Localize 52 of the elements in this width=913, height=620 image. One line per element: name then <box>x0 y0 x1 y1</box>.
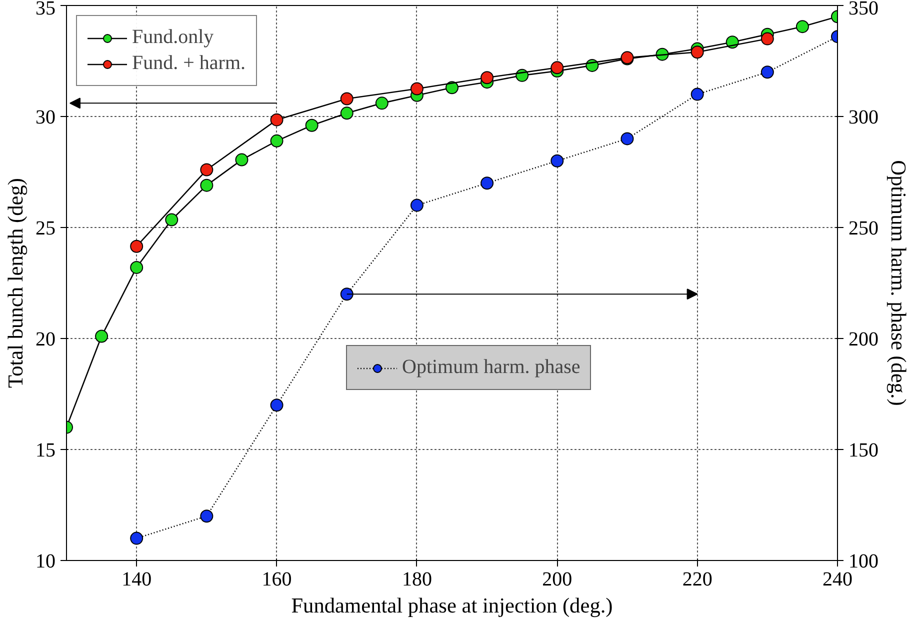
point <box>130 240 144 253</box>
point <box>270 113 284 126</box>
x-tick-label: 140 <box>122 568 152 590</box>
y-axis-title: Total bunch length (deg) <box>4 178 28 388</box>
point <box>165 213 178 226</box>
point <box>270 398 284 412</box>
point <box>235 153 248 166</box>
point <box>796 20 809 34</box>
y2-tick-label: 200 <box>848 328 878 350</box>
x-tick-label: 200 <box>542 568 572 590</box>
y-tick-label: 20 <box>36 328 56 350</box>
y2-tick-label: 250 <box>848 218 878 240</box>
point <box>480 71 494 84</box>
y-tick-label: 15 <box>36 440 56 462</box>
point <box>130 532 144 545</box>
y-tick-label: 35 <box>36 0 56 20</box>
x-tick-label: 220 <box>682 568 712 590</box>
point <box>760 66 774 79</box>
point <box>340 92 354 106</box>
legend-label: Fund. + harm. <box>132 52 246 75</box>
y-tick-label: 25 <box>36 218 56 240</box>
x-axis-title: Fundamental phase at injection (deg.) <box>291 594 613 618</box>
point <box>375 96 388 110</box>
y2-axis-title: Optimum harm. phase (deg.) <box>886 160 910 406</box>
point <box>760 32 774 46</box>
point <box>200 510 214 523</box>
point <box>480 176 494 190</box>
point <box>550 61 564 74</box>
point <box>95 330 108 343</box>
point <box>270 134 284 148</box>
legend-label: Optimum harm. phase <box>402 356 580 379</box>
point <box>340 106 354 120</box>
point <box>620 132 634 146</box>
x-tick-label: 180 <box>402 568 432 590</box>
y2-tick-label: 350 <box>848 0 878 20</box>
point <box>340 288 354 301</box>
point <box>305 118 318 132</box>
y-tick-label: 10 <box>36 550 56 572</box>
point <box>200 163 214 176</box>
point <box>690 88 704 101</box>
legend-label: Fund.only <box>132 26 214 49</box>
x-tick-label: 160 <box>262 568 292 590</box>
y2-tick-label: 300 <box>848 106 878 128</box>
point <box>200 178 214 192</box>
point <box>446 81 458 94</box>
point <box>410 82 424 96</box>
point <box>550 154 564 168</box>
point <box>410 198 424 212</box>
y2-tick-label: 150 <box>848 440 878 462</box>
point <box>690 46 704 59</box>
point <box>130 260 144 274</box>
y-tick-label: 30 <box>36 106 56 128</box>
